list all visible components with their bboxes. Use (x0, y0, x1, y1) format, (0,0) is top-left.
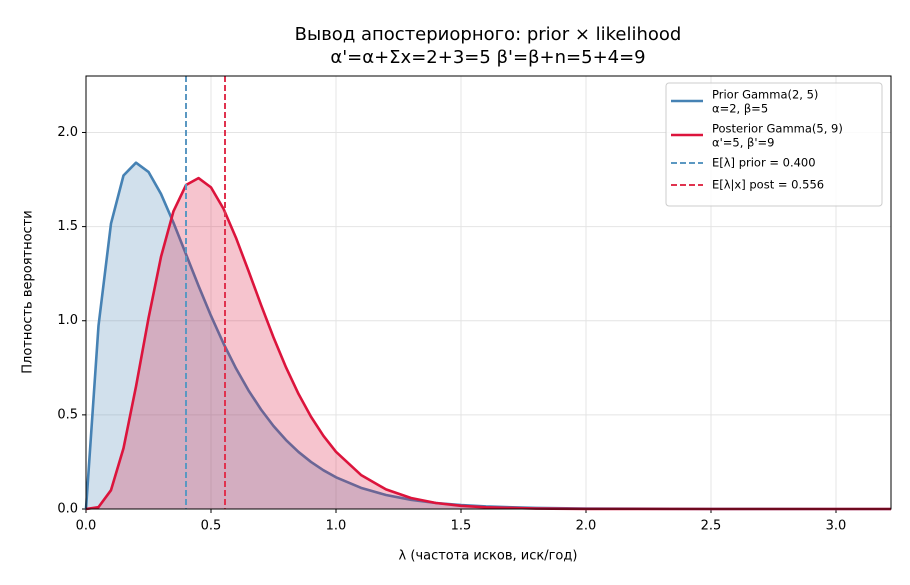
legend-sublabel: α=2, β=5 (712, 102, 768, 116)
legend-label: E[λ] prior = 0.400 (712, 156, 816, 170)
x-tick-label: 2.0 (576, 519, 597, 534)
x-tick-label: 0.0 (76, 519, 97, 534)
line (85, 176, 891, 511)
legend-box (665, 82, 883, 207)
y-tick-label: 0.0 (57, 502, 78, 517)
x-tick-label: 3.0 (826, 519, 847, 534)
legend-sublabel: α'=5, β'=9 (712, 136, 774, 150)
y-tick-label: 0.5 (57, 407, 78, 422)
y-tick-label: 1.0 (57, 313, 78, 328)
legend-label: Posterior Gamma(5, 9) (712, 122, 843, 136)
area (86, 178, 891, 509)
y-axis-label: Плотность вероятности (21, 210, 36, 373)
x-tick-label: 1.0 (326, 519, 347, 534)
area (86, 162, 891, 509)
chart-title: Вывод апостериорного: prior × likelihood (295, 24, 682, 45)
chart-subtitle: α'=α+Σx=2+3=5 β'=β+n=5+4=9 (330, 47, 645, 68)
x-tick-label: 2.5 (701, 519, 722, 534)
legend: Prior Gamma(2, 5)α=2, β=5 Posterior Gamma… (665, 82, 883, 207)
legend-label: E[λ|x] post = 0.556 (712, 178, 824, 192)
x-axis-label: λ (частота исков, иск/год) (399, 549, 578, 564)
y-tick-label: 1.5 (57, 219, 78, 234)
plot-frame (85, 75, 892, 510)
legend-label: Prior Gamma(2, 5) (712, 88, 818, 102)
x-tick-label: 1.5 (451, 519, 472, 534)
x-tick-label: 0.5 (201, 519, 222, 534)
y-tick-label: 2.0 (57, 125, 78, 140)
